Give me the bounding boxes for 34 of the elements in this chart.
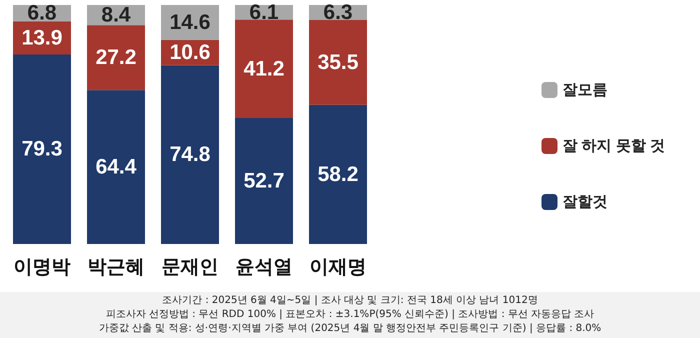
data-label: 13.9 [22,26,62,50]
x-tick-label: 이재명 [310,257,366,278]
legend-label: 잘모름 [562,82,608,98]
data-label: 74.8 [170,143,211,166]
bar [13,54,71,244]
bar [161,65,219,244]
data-label: 79.3 [22,138,62,161]
x-tick-label: 박근혜 [88,257,144,278]
data-label: 52.7 [244,170,284,193]
data-label: 6.8 [27,2,57,25]
data-label: 35.5 [318,50,359,74]
bar [235,118,293,244]
data-label: 8.4 [101,4,131,27]
data-label: 6.1 [249,0,279,24]
x-tick-label: 이명박 [14,257,70,278]
x-tick-label: 문재인 [162,257,218,278]
text: 조사기간 : 2025년 6월 4일~5일 | 조사 대상 및 크기: 전국 18세 이상 남녀 1012명 [161,294,539,308]
data-label: 64.4 [96,156,137,179]
text: 가중값 산출 및 적용: 성·연령·지역별 가중 부여 (2025년 4월 말 행정안전부 주민등록인구 기준) | 응답률 : 8.0% [98,322,602,336]
data-label: 41.2 [244,57,284,80]
data-label: 58.2 [318,162,358,186]
data-label: 6.3 [323,1,353,24]
data-label: 10.6 [170,41,210,64]
x-tick-label: 윤석열 [236,257,292,278]
bar [87,90,145,244]
bar [235,20,293,118]
data-label: 27.2 [96,46,136,70]
text: 피조사자 선정방법 : 무선 RDD 100% | 표본오차 : ±3.1%P(95% 신뢰수준) | 조사방법 : 무선 자동응답 조사 [104,308,596,322]
legend-label: 잘할것 [562,194,608,210]
bar [309,104,367,244]
bar [309,20,367,105]
bar [87,25,145,90]
data-label: 14.6 [170,10,210,34]
legend-label: 잘 하지 못할 것 [562,138,666,154]
